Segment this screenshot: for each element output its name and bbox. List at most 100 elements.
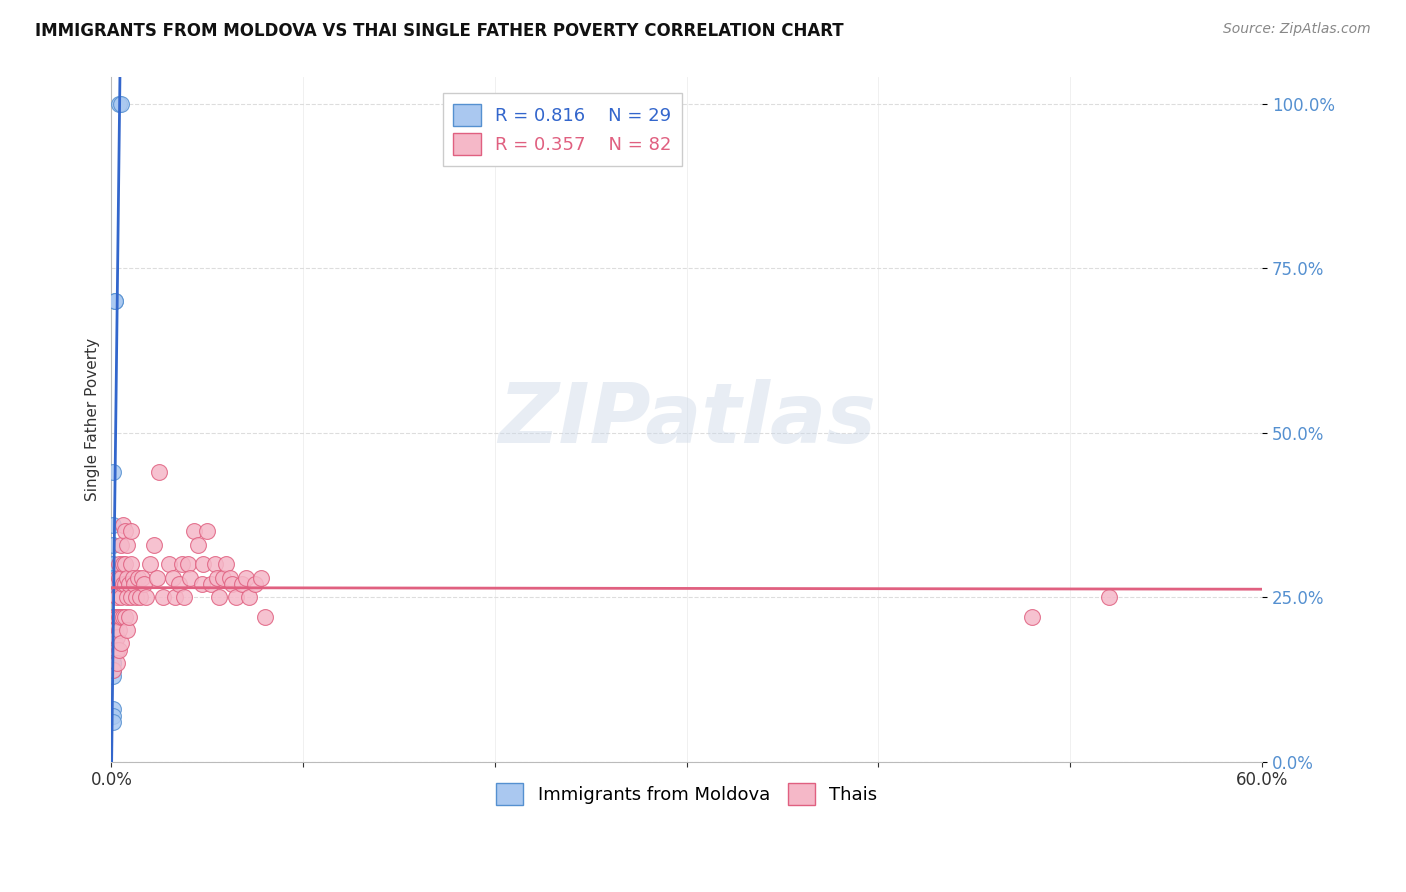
Point — [120, 591, 142, 605]
Point — [104, 294, 127, 309]
Point — [103, 663, 125, 677]
Point — [211, 570, 233, 584]
Point — [148, 465, 170, 479]
Point — [110, 96, 132, 111]
Point — [142, 538, 165, 552]
Point — [103, 623, 125, 637]
Point — [105, 630, 128, 644]
Point — [125, 591, 148, 605]
Point — [114, 577, 136, 591]
Point — [253, 610, 276, 624]
Point — [103, 669, 125, 683]
Point — [110, 636, 132, 650]
Point — [105, 610, 128, 624]
Point — [103, 649, 125, 664]
Point — [221, 577, 243, 591]
Point — [172, 558, 194, 572]
Point — [103, 558, 125, 572]
Point — [108, 570, 131, 584]
Point — [104, 623, 127, 637]
Text: ZIPatlas: ZIPatlas — [498, 379, 876, 460]
Point — [110, 570, 132, 584]
Point — [118, 610, 141, 624]
Point — [131, 570, 153, 584]
Point — [103, 577, 125, 591]
Point — [121, 570, 143, 584]
Legend: Immigrants from Moldova, Thais: Immigrants from Moldova, Thais — [486, 774, 887, 814]
Text: IMMIGRANTS FROM MOLDOVA VS THAI SINGLE FATHER POVERTY CORRELATION CHART: IMMIGRANTS FROM MOLDOVA VS THAI SINGLE F… — [35, 22, 844, 40]
Point — [104, 610, 127, 624]
Point — [105, 656, 128, 670]
Point — [245, 577, 267, 591]
Point — [187, 538, 209, 552]
Point — [114, 524, 136, 539]
Point — [111, 517, 134, 532]
Point — [115, 623, 138, 637]
Point — [111, 610, 134, 624]
Point — [105, 643, 128, 657]
Point — [225, 591, 247, 605]
Point — [103, 630, 125, 644]
Point — [110, 538, 132, 552]
Point — [108, 96, 131, 111]
Point — [108, 558, 131, 572]
Point — [231, 577, 253, 591]
Point — [205, 570, 228, 584]
Point — [163, 591, 186, 605]
Point — [103, 636, 125, 650]
Point — [215, 558, 238, 572]
Point — [177, 558, 200, 572]
Point — [1097, 591, 1119, 605]
Point — [120, 524, 142, 539]
Point — [1021, 610, 1043, 624]
Point — [114, 610, 136, 624]
Point — [103, 656, 125, 670]
Point — [103, 708, 125, 723]
Point — [250, 570, 273, 584]
Point — [108, 623, 131, 637]
Point — [103, 702, 125, 716]
Point — [167, 577, 190, 591]
Point — [103, 643, 125, 657]
Point — [204, 558, 226, 572]
Point — [103, 517, 125, 532]
Point — [104, 643, 127, 657]
Point — [129, 591, 152, 605]
Point — [195, 524, 218, 539]
Point — [103, 656, 125, 670]
Point — [162, 570, 184, 584]
Point — [105, 591, 128, 605]
Point — [103, 465, 125, 479]
Point — [157, 558, 180, 572]
Point — [127, 570, 149, 584]
Point — [120, 558, 142, 572]
Point — [139, 558, 162, 572]
Point — [105, 577, 128, 591]
Point — [115, 591, 138, 605]
Point — [103, 663, 125, 677]
Point — [103, 643, 125, 657]
Point — [235, 570, 257, 584]
Point — [103, 623, 125, 637]
Point — [115, 538, 138, 552]
Point — [219, 570, 242, 584]
Point — [183, 524, 205, 539]
Point — [103, 649, 125, 664]
Text: Source: ZipAtlas.com: Source: ZipAtlas.com — [1223, 22, 1371, 37]
Point — [118, 577, 141, 591]
Point — [173, 591, 195, 605]
Point — [152, 591, 174, 605]
Point — [146, 570, 169, 584]
Point — [104, 636, 127, 650]
Point — [111, 577, 134, 591]
Point — [111, 558, 134, 572]
Point — [108, 643, 131, 657]
Point — [108, 610, 131, 624]
Point — [114, 558, 136, 572]
Point — [103, 610, 125, 624]
Point — [208, 591, 231, 605]
Point — [190, 577, 212, 591]
Point — [103, 636, 125, 650]
Point — [105, 570, 128, 584]
Point — [103, 616, 125, 631]
